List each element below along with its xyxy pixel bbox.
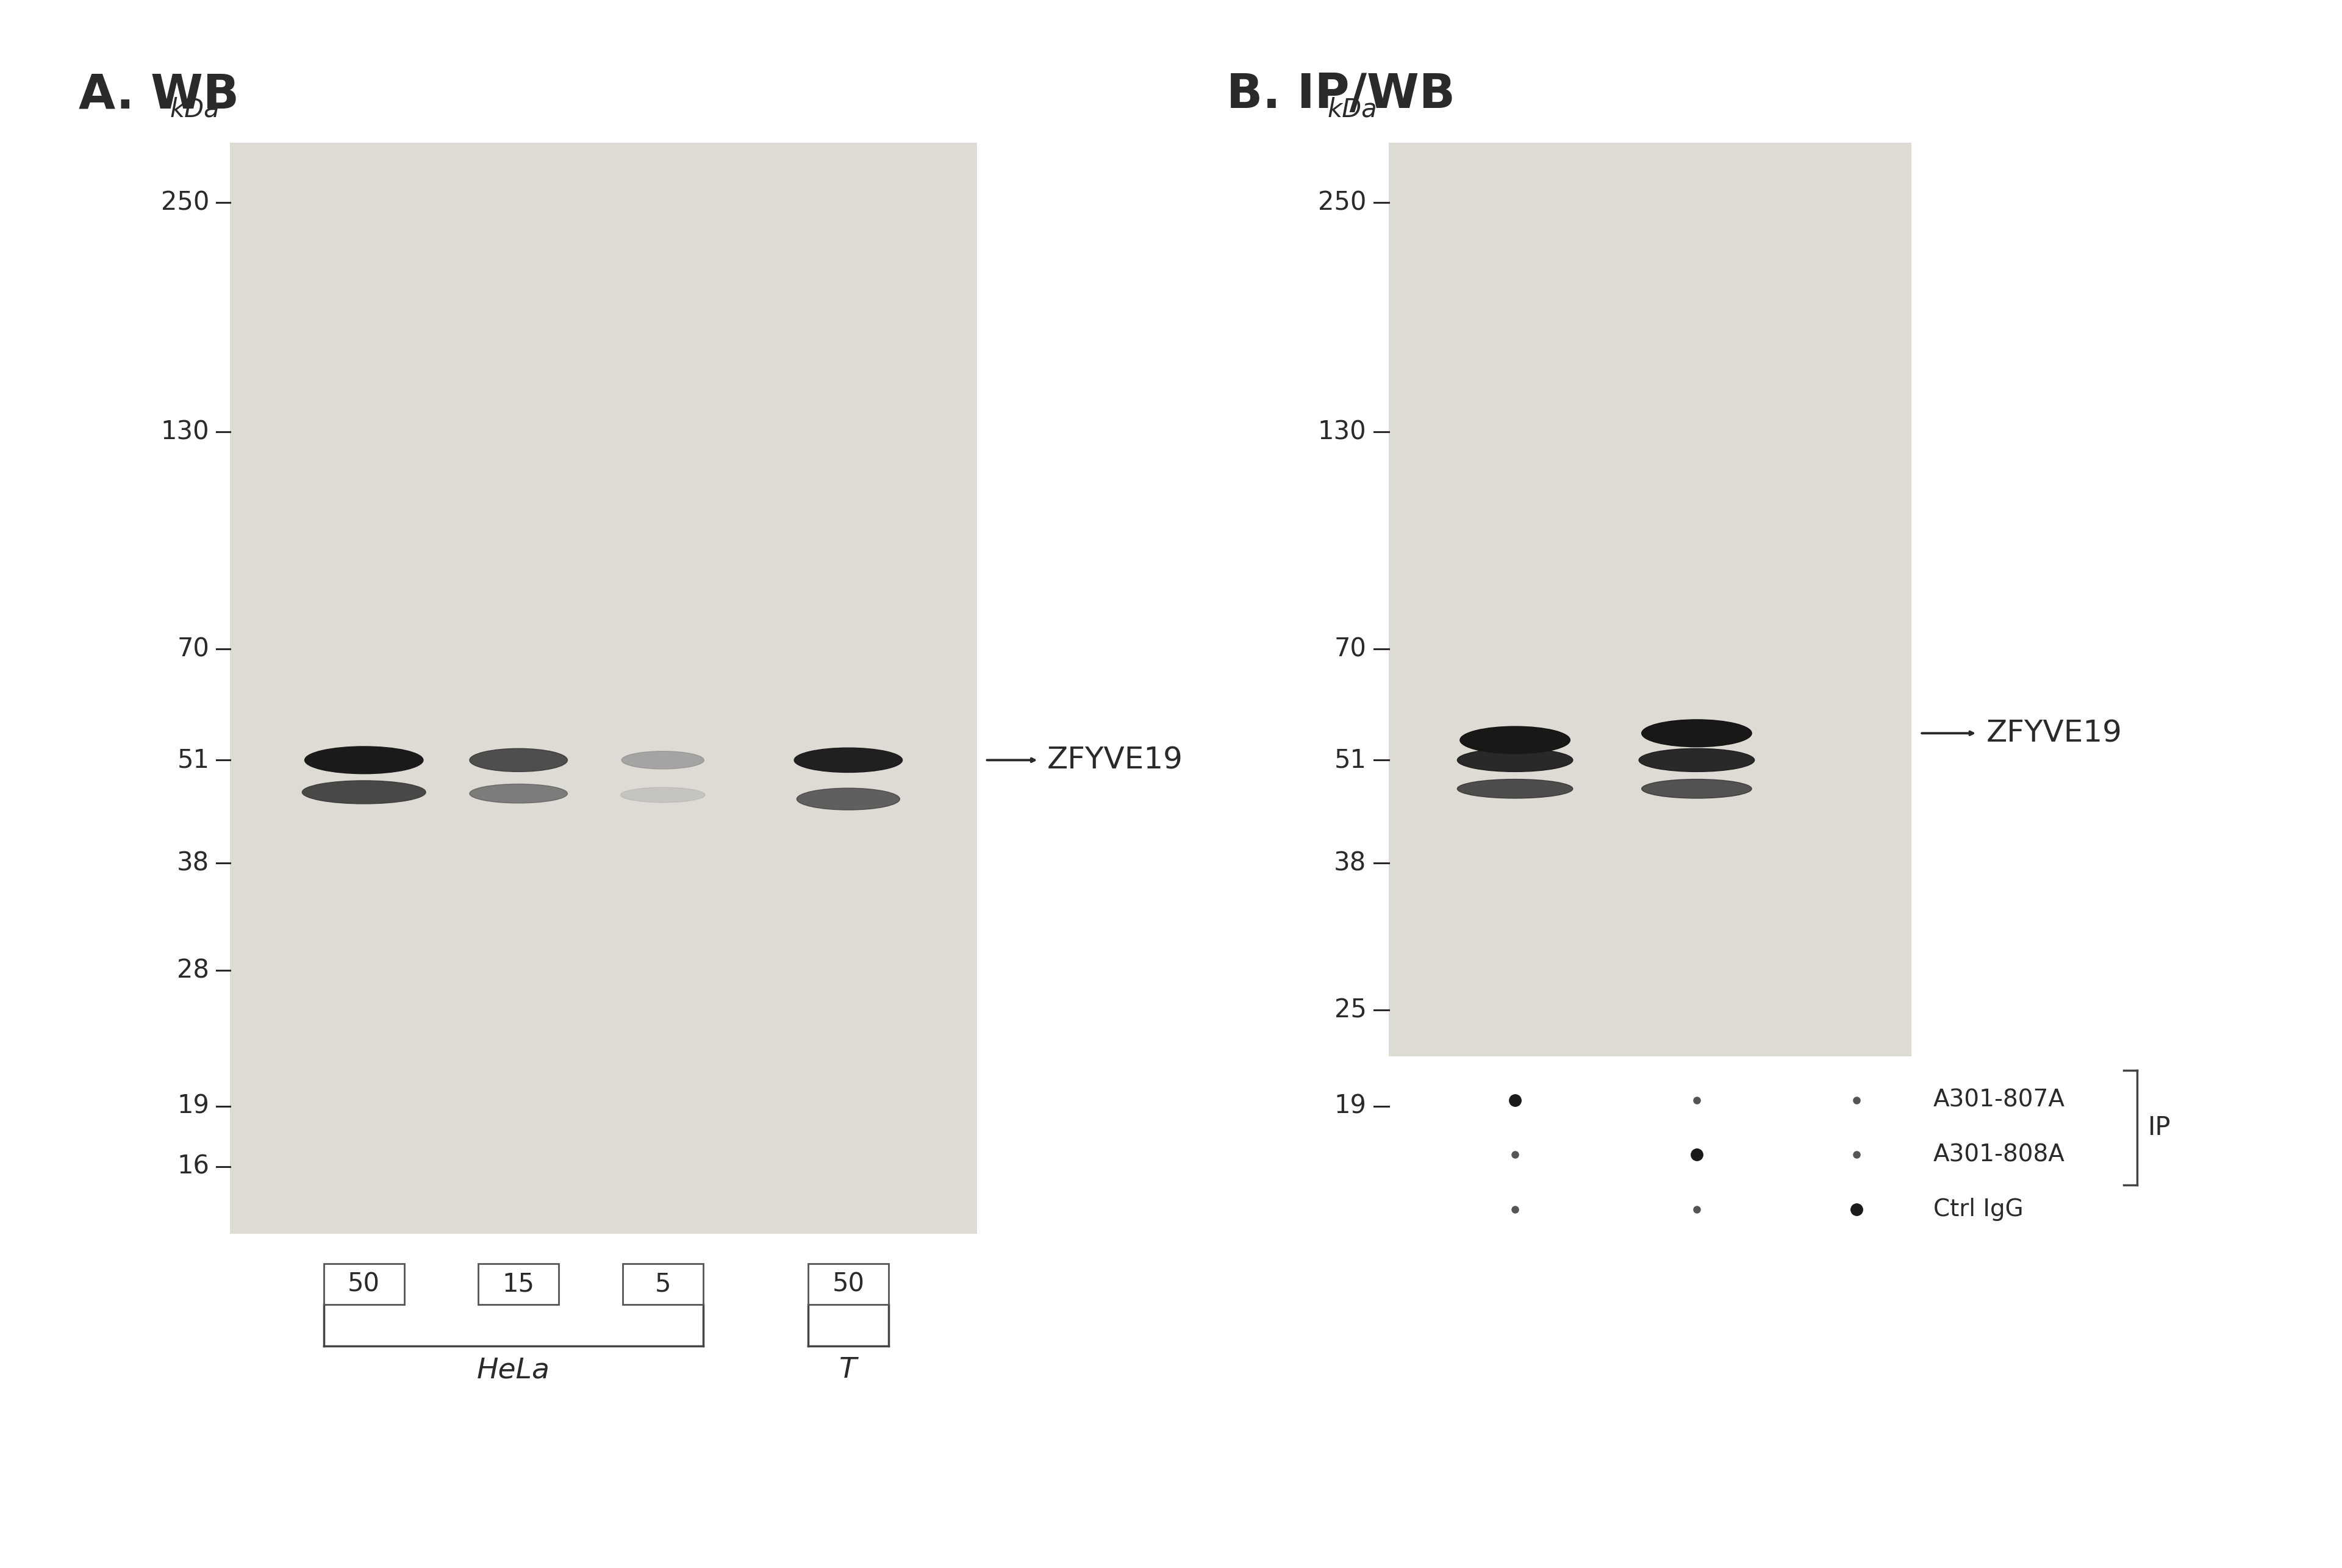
Text: ZFYVE19: ZFYVE19	[1986, 718, 2122, 748]
Bar	[623, 1264, 703, 1305]
Bar	[323, 1264, 405, 1305]
Ellipse shape	[621, 787, 705, 803]
Text: 250: 250	[1319, 190, 1365, 215]
Text: 51: 51	[178, 748, 208, 773]
Text: 70: 70	[178, 637, 208, 662]
Ellipse shape	[468, 784, 567, 803]
Ellipse shape	[796, 789, 899, 811]
Text: 130: 130	[1319, 419, 1365, 445]
Text: 28: 28	[178, 958, 208, 983]
Text: Ctrl IgG: Ctrl IgG	[1934, 1198, 2023, 1221]
Ellipse shape	[621, 751, 705, 768]
Text: A. WB: A. WB	[80, 72, 239, 118]
Ellipse shape	[1642, 779, 1752, 798]
Text: ZFYVE19: ZFYVE19	[1047, 745, 1183, 775]
Text: 51: 51	[1335, 748, 1365, 773]
Text: 15: 15	[501, 1272, 534, 1297]
Text: 25: 25	[1335, 997, 1365, 1022]
Ellipse shape	[468, 748, 567, 771]
Text: 50: 50	[347, 1272, 379, 1297]
Bar	[808, 1264, 888, 1305]
Text: 130: 130	[162, 419, 208, 445]
Bar	[1389, 143, 1911, 1057]
Text: 16: 16	[178, 1154, 208, 1179]
Text: kDa: kDa	[171, 97, 220, 122]
Ellipse shape	[1642, 720, 1752, 746]
Text: 250: 250	[162, 190, 208, 215]
Bar	[230, 143, 977, 1234]
Text: T: T	[838, 1356, 857, 1385]
Ellipse shape	[1457, 779, 1574, 798]
Bar	[478, 1264, 560, 1305]
Text: A301-808A: A301-808A	[1934, 1143, 2066, 1167]
Text: 5: 5	[656, 1272, 670, 1297]
Ellipse shape	[1459, 726, 1569, 754]
Ellipse shape	[1639, 748, 1754, 771]
Ellipse shape	[302, 781, 426, 804]
Ellipse shape	[304, 746, 424, 773]
Ellipse shape	[1457, 748, 1574, 771]
Text: 38: 38	[178, 850, 208, 877]
Text: 50: 50	[831, 1272, 864, 1297]
Text: IP: IP	[2148, 1115, 2171, 1140]
Ellipse shape	[794, 748, 902, 773]
Text: B. IP/WB: B. IP/WB	[1227, 72, 1454, 118]
Text: 19: 19	[178, 1093, 208, 1120]
Text: 38: 38	[1335, 850, 1365, 877]
Text: HeLa: HeLa	[478, 1356, 550, 1385]
Text: 70: 70	[1335, 637, 1365, 662]
Text: 19: 19	[1335, 1093, 1365, 1120]
Text: A301-807A: A301-807A	[1934, 1088, 2066, 1112]
Text: kDa: kDa	[1328, 97, 1377, 122]
